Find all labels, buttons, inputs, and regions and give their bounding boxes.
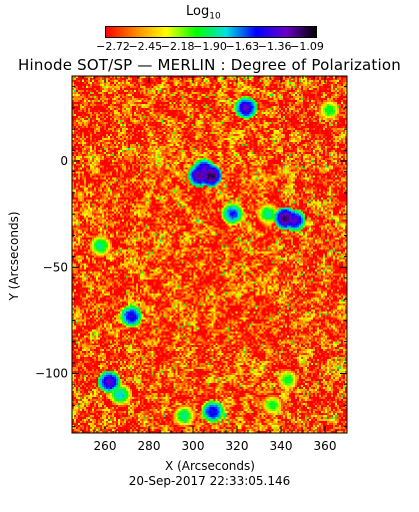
- y-tick-label: 0: [60, 154, 68, 168]
- colorbar-tick-label: −2.45: [128, 40, 163, 53]
- colorbar-ticks: −2.72 −2.45 −2.18 −1.90 −1.63 −1.36 −1.09: [0, 40, 419, 54]
- x-axis-label: X (Arcseconds): [165, 459, 255, 473]
- colorbar-tick-label: −1.90: [193, 40, 227, 53]
- y-tick-label: −50: [43, 260, 68, 274]
- colorbar-label: Log10: [186, 4, 221, 22]
- colorbar-label-sub: 10: [209, 11, 221, 22]
- colorbar-tick-label: −1.36: [257, 40, 292, 53]
- y-axis-label: Y (Arcseconds): [7, 211, 21, 301]
- x-tick-label: 260: [94, 439, 117, 453]
- colorbar-tick-label: −2.72: [96, 40, 130, 53]
- axis-ticks: 260 280 300 320 340 360 0 −50 −100: [35, 76, 348, 453]
- x-tick-label: 340: [270, 439, 293, 453]
- y-tick-label: −100: [35, 367, 68, 381]
- x-tick-label: 280: [138, 439, 161, 453]
- x-tick-label: 300: [182, 439, 205, 453]
- chart-title: Hinode SOT/SP — MERLIN : Degree of Polar…: [18, 56, 401, 74]
- x-tick-label: 360: [314, 439, 337, 453]
- colorbar-tick-label: −1.63: [225, 40, 260, 53]
- x-tick-label: 320: [226, 439, 249, 453]
- colorbar: [105, 26, 317, 38]
- colorbar-tick-label: −2.18: [160, 40, 195, 53]
- heatmap-image: [72, 76, 347, 433]
- plot-frame: [71, 75, 348, 434]
- date-stamp: 20-Sep-2017 22:33:05.146: [128, 474, 291, 488]
- colorbar-label-main: Log: [186, 4, 210, 19]
- colorbar-tick-label: −1.09: [290, 40, 324, 53]
